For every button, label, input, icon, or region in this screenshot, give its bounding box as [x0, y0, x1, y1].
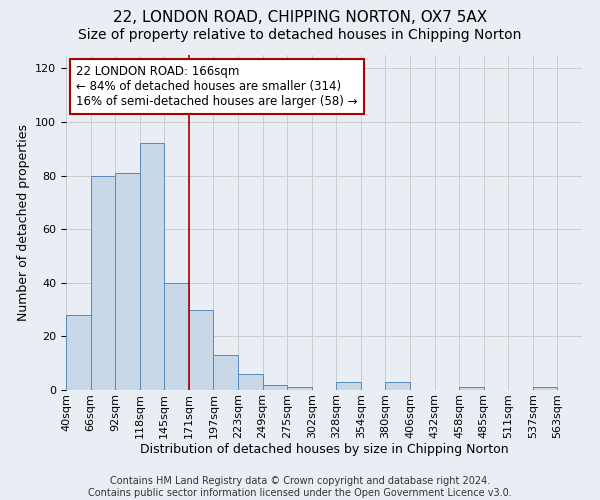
Bar — [533, 388, 557, 390]
Bar — [91, 176, 115, 390]
Text: 22, LONDON ROAD, CHIPPING NORTON, OX7 5AX: 22, LONDON ROAD, CHIPPING NORTON, OX7 5A… — [113, 10, 487, 25]
Bar — [189, 310, 214, 390]
Bar — [263, 384, 287, 390]
Text: Size of property relative to detached houses in Chipping Norton: Size of property relative to detached ho… — [79, 28, 521, 42]
Bar — [238, 374, 263, 390]
Y-axis label: Number of detached properties: Number of detached properties — [17, 124, 29, 321]
Bar — [164, 283, 189, 390]
Bar — [214, 355, 238, 390]
Bar — [287, 388, 312, 390]
Bar — [459, 388, 484, 390]
Bar — [66, 315, 91, 390]
Bar — [336, 382, 361, 390]
Text: 22 LONDON ROAD: 166sqm
← 84% of detached houses are smaller (314)
16% of semi-de: 22 LONDON ROAD: 166sqm ← 84% of detached… — [76, 65, 358, 108]
Bar — [140, 144, 164, 390]
Bar — [115, 173, 140, 390]
X-axis label: Distribution of detached houses by size in Chipping Norton: Distribution of detached houses by size … — [140, 444, 508, 456]
Bar — [385, 382, 410, 390]
Text: Contains HM Land Registry data © Crown copyright and database right 2024.
Contai: Contains HM Land Registry data © Crown c… — [88, 476, 512, 498]
